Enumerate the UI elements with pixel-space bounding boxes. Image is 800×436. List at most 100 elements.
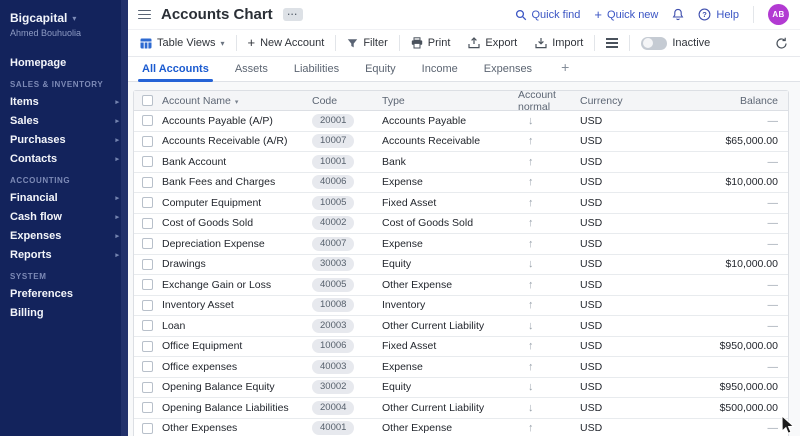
- avatar[interactable]: AB: [768, 4, 789, 25]
- main-area: Accounts Chart ... Quick find + Quick ne…: [128, 0, 800, 436]
- sidebar-item-contacts[interactable]: Contacts ▸: [0, 149, 128, 168]
- table-row[interactable]: Cost of Goods Sold 40002 Cost of Goods S…: [134, 214, 788, 235]
- table-row[interactable]: Accounts Payable (A/P) 20001 Accounts Pa…: [134, 111, 788, 132]
- account-type-cell: Equity: [382, 381, 510, 393]
- account-code-badge: 20001: [312, 114, 354, 128]
- table-row[interactable]: Loan 20003 Other Current Liability ↓ USD…: [134, 316, 788, 337]
- filter-button[interactable]: Filter: [338, 30, 396, 56]
- quick-new-button[interactable]: + Quick new: [594, 9, 658, 21]
- tab-liabilities[interactable]: Liabilities: [293, 59, 340, 81]
- account-normal-arrow-icon: ↓: [510, 402, 580, 414]
- account-name-cell: Accounts Receivable (A/R): [160, 135, 312, 147]
- table-row[interactable]: Inventory Asset 10008 Inventory ↑ USD —: [134, 296, 788, 317]
- row-checkbox[interactable]: [142, 136, 153, 147]
- table-row[interactable]: Bank Account 10001 Bank ↑ USD —: [134, 152, 788, 173]
- sidebar-item-label: Reports: [10, 249, 52, 261]
- table-row[interactable]: Accounts Receivable (A/R) 10007 Accounts…: [134, 132, 788, 153]
- balance-cell: —: [650, 279, 788, 291]
- column-header-code[interactable]: Code: [312, 95, 382, 107]
- row-checkbox[interactable]: [142, 156, 153, 167]
- quick-find-button[interactable]: Quick find: [515, 9, 581, 21]
- table-row[interactable]: Other Expenses 40001 Other Expense ↑ USD…: [134, 419, 788, 436]
- row-checkbox[interactable]: [142, 218, 153, 229]
- sidebar-item-label: Financial: [10, 192, 58, 204]
- account-name-cell: Opening Balance Equity: [160, 381, 312, 393]
- hamburger-menu-icon[interactable]: [138, 10, 151, 20]
- table-row[interactable]: Bank Fees and Charges 40006 Expense ↑ US…: [134, 173, 788, 194]
- table-row[interactable]: Opening Balance Equity 30002 Equity ↓ US…: [134, 378, 788, 399]
- sidebar-item-label: Items: [10, 96, 39, 108]
- sidebar-item-expenses[interactable]: Expenses ▸: [0, 226, 128, 245]
- tab-equity[interactable]: Equity: [364, 59, 397, 81]
- row-checkbox[interactable]: [142, 423, 153, 434]
- account-name-cell: Other Expenses: [160, 422, 312, 434]
- sidebar-item-purchases[interactable]: Purchases ▸: [0, 130, 128, 149]
- table-row[interactable]: Drawings 30003 Equity ↓ USD $10,000.00: [134, 255, 788, 276]
- balance-cell: —: [650, 238, 788, 250]
- account-type-cell: Other Expense: [382, 279, 510, 291]
- table-row[interactable]: Exchange Gain or Loss 40005 Other Expens…: [134, 275, 788, 296]
- divider: [629, 35, 630, 51]
- sidebar-item-billing[interactable]: Billing ▸: [0, 303, 128, 322]
- currency-cell: USD: [580, 197, 650, 209]
- row-checkbox[interactable]: [142, 259, 153, 270]
- help-button[interactable]: ? Help: [698, 8, 739, 21]
- column-header-account-name[interactable]: Account Name▾: [160, 95, 312, 107]
- row-checkbox[interactable]: [142, 177, 153, 188]
- account-normal-arrow-icon: ↓: [510, 381, 580, 393]
- sidebar-item-items[interactable]: Items ▸: [0, 92, 128, 111]
- row-checkbox[interactable]: [142, 300, 153, 311]
- table-row[interactable]: Office Equipment 10006 Fixed Asset ↑ USD…: [134, 337, 788, 358]
- currency-cell: USD: [580, 361, 650, 373]
- tab-expenses[interactable]: Expenses: [483, 59, 533, 81]
- tab-all-accounts[interactable]: All Accounts: [141, 59, 210, 81]
- table-row[interactable]: Computer Equipment 10005 Fixed Asset ↑ U…: [134, 193, 788, 214]
- column-header-type[interactable]: Type: [382, 95, 510, 107]
- balance-cell: $500,000.00: [650, 402, 788, 414]
- add-tab-button[interactable]: +: [557, 57, 573, 81]
- row-checkbox[interactable]: [142, 279, 153, 290]
- column-header-account-normal[interactable]: Account normal: [510, 89, 580, 113]
- sidebar-item-reports[interactable]: Reports ▸: [0, 245, 128, 264]
- notifications-button[interactable]: [672, 8, 684, 21]
- inactive-label: Inactive: [672, 37, 710, 49]
- row-checkbox[interactable]: [142, 115, 153, 126]
- currency-cell: USD: [580, 422, 650, 434]
- account-code-badge: 40003: [312, 360, 354, 374]
- sidebar-item-preferences[interactable]: Preferences ▸: [0, 284, 128, 303]
- select-all-checkbox[interactable]: [142, 95, 153, 106]
- inactive-toggle[interactable]: [641, 37, 667, 50]
- table-row[interactable]: Office expenses 40003 Expense ↑ USD —: [134, 357, 788, 378]
- sidebar-item-sales[interactable]: Sales ▸: [0, 111, 128, 130]
- table-row[interactable]: Opening Balance Liabilities 20004 Other …: [134, 398, 788, 419]
- table-row[interactable]: Depreciation Expense 40007 Expense ↑ USD…: [134, 234, 788, 255]
- column-header-balance[interactable]: Balance: [650, 95, 788, 107]
- tab-assets[interactable]: Assets: [234, 59, 269, 81]
- new-account-button[interactable]: + New Account: [239, 30, 334, 56]
- account-code-badge: 30002: [312, 380, 354, 394]
- row-density-button[interactable]: [597, 30, 627, 56]
- row-checkbox[interactable]: [142, 197, 153, 208]
- chevron-right-icon: ▸: [115, 98, 119, 106]
- currency-cell: USD: [580, 135, 650, 147]
- sidebar-item-cash-flow[interactable]: Cash flow ▸: [0, 207, 128, 226]
- account-type-cell: Equity: [382, 258, 510, 270]
- import-button[interactable]: Import: [526, 30, 592, 56]
- sidebar-item-homepage[interactable]: Homepage ▸: [0, 53, 128, 72]
- export-button[interactable]: Export: [459, 30, 526, 56]
- sidebar-item-financial[interactable]: Financial ▸: [0, 188, 128, 207]
- table-views-button[interactable]: Table Views ▾: [140, 30, 234, 56]
- row-checkbox[interactable]: [142, 341, 153, 352]
- tab-income[interactable]: Income: [421, 59, 459, 81]
- row-checkbox[interactable]: [142, 320, 153, 331]
- column-header-currency[interactable]: Currency: [580, 95, 650, 107]
- row-checkbox[interactable]: [142, 382, 153, 393]
- plus-icon: +: [248, 38, 256, 48]
- more-actions-button[interactable]: ...: [283, 8, 303, 21]
- row-checkbox[interactable]: [142, 402, 153, 413]
- org-switcher[interactable]: Bigcapital ▾: [0, 9, 128, 25]
- refresh-button[interactable]: [775, 37, 788, 50]
- row-checkbox[interactable]: [142, 361, 153, 372]
- row-checkbox[interactable]: [142, 238, 153, 249]
- print-button[interactable]: Print: [402, 30, 460, 56]
